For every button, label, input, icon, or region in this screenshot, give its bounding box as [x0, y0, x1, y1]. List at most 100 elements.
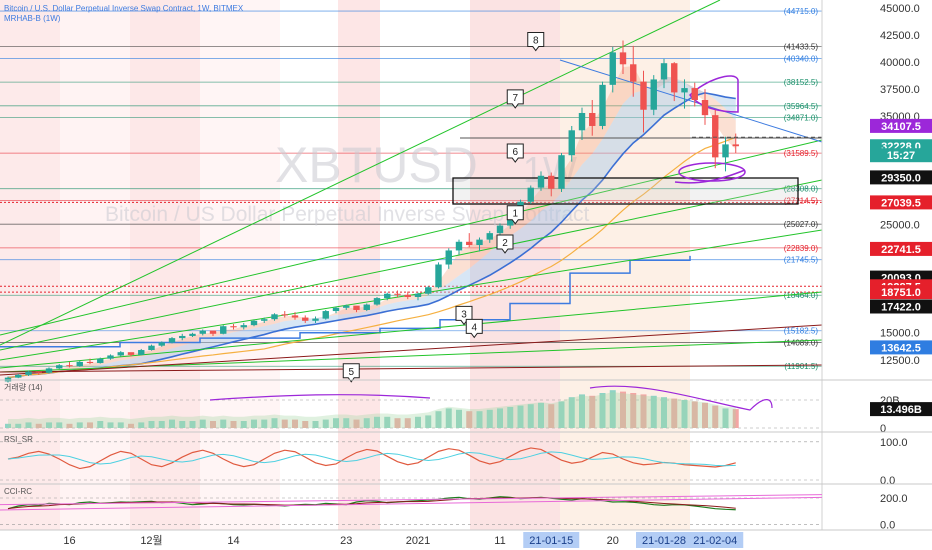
candle-body[interactable]	[220, 326, 227, 334]
volume-bar[interactable]	[107, 422, 114, 428]
volume-bar[interactable]	[25, 422, 32, 428]
candle-body[interactable]	[35, 371, 42, 373]
volume-bar[interactable]	[292, 419, 298, 428]
candle-body[interactable]	[732, 144, 739, 147]
volume-bar[interactable]	[189, 421, 196, 428]
candle-body[interactable]	[384, 293, 391, 299]
count-marker[interactable]: 8	[527, 32, 545, 52]
candle-body[interactable]	[312, 318, 319, 321]
volume-bar[interactable]	[486, 409, 493, 428]
count-marker[interactable]: 6	[506, 143, 524, 163]
count-marker[interactable]: 2	[496, 234, 514, 254]
volume-bar[interactable]	[35, 423, 42, 428]
candle-body[interactable]	[609, 52, 616, 85]
candle-body[interactable]	[435, 264, 442, 288]
candle-body[interactable]	[578, 112, 586, 131]
candle-body[interactable]	[148, 345, 155, 351]
candle-body[interactable]	[291, 315, 299, 318]
candle-body[interactable]	[15, 374, 22, 378]
price-badge[interactable]: 13642.5	[870, 340, 932, 355]
volume-bar[interactable]	[558, 401, 565, 428]
candle-body[interactable]	[589, 112, 596, 126]
candle-body[interactable]	[568, 130, 575, 156]
candle-body[interactable]	[414, 293, 422, 297]
time-axis-highlight[interactable]: 21-01-15	[523, 532, 580, 548]
volume-bar[interactable]	[661, 397, 667, 428]
volume-bar[interactable]	[128, 423, 134, 428]
candle-body[interactable]	[322, 311, 329, 319]
rsi-line[interactable]	[7, 447, 736, 470]
volume-bar[interactable]	[333, 418, 339, 428]
candle-body[interactable]	[394, 293, 401, 295]
volume-bar[interactable]	[527, 404, 534, 428]
candle-body[interactable]	[25, 371, 32, 375]
price-badge[interactable]: 17422.0	[870, 299, 932, 314]
price-badge[interactable]: 15:27	[870, 148, 932, 163]
price-badge[interactable]: 27039.5	[870, 195, 932, 210]
candle-body[interactable]	[86, 361, 94, 364]
candle-body[interactable]	[179, 335, 186, 339]
candle-body[interactable]	[281, 314, 288, 316]
candle-body[interactable]	[230, 326, 237, 328]
volume-bar[interactable]	[517, 405, 524, 428]
volume-bar[interactable]	[15, 423, 22, 428]
candle-body[interactable]	[455, 241, 463, 251]
candle-body[interactable]	[240, 325, 247, 328]
volume-bar[interactable]	[712, 405, 719, 428]
volume-bar[interactable]	[179, 421, 186, 428]
candle-body[interactable]	[681, 88, 688, 93]
candle-body[interactable]	[599, 84, 606, 126]
volume-bar[interactable]	[363, 418, 370, 428]
volume-bar[interactable]	[620, 391, 626, 428]
candle-body[interactable]	[404, 294, 411, 297]
volume-bar[interactable]	[702, 402, 708, 428]
volume-bar[interactable]	[384, 416, 391, 428]
time-axis-highlight[interactable]: 21-01-28	[636, 532, 692, 548]
price-badge[interactable]: 18751.0	[870, 285, 932, 300]
candle-body[interactable]	[56, 365, 63, 369]
volume-bar[interactable]	[609, 390, 616, 428]
candle-body[interactable]	[373, 298, 381, 305]
volume-bar[interactable]	[138, 422, 145, 428]
support-zone-box[interactable]	[452, 177, 799, 205]
candle-body[interactable]	[476, 239, 483, 246]
candle-body[interactable]	[138, 350, 145, 355]
candle-body[interactable]	[343, 305, 350, 308]
volume-bar[interactable]	[640, 394, 647, 428]
candle-body[interactable]	[353, 305, 360, 310]
volume-bar[interactable]	[466, 411, 473, 428]
candle-body[interactable]	[302, 317, 309, 321]
volume-bar[interactable]	[435, 411, 442, 428]
volume-bar[interactable]	[599, 393, 606, 428]
volume-bar[interactable]	[394, 418, 401, 428]
volume-bar[interactable]	[97, 421, 104, 428]
count-marker[interactable]: 1	[506, 205, 524, 225]
candle-body[interactable]	[425, 287, 432, 294]
volume-bar[interactable]	[210, 421, 216, 428]
volume-bar[interactable]	[374, 416, 380, 428]
price-badge[interactable]: 22741.5	[870, 241, 932, 256]
volume-bar[interactable]	[281, 419, 288, 428]
candle-body[interactable]	[671, 63, 678, 93]
volume-bar[interactable]	[476, 411, 483, 428]
volume-bar[interactable]	[538, 402, 544, 428]
candle-body[interactable]	[97, 358, 104, 364]
volume-bar[interactable]	[548, 404, 555, 428]
volume-bar[interactable]	[681, 400, 688, 428]
volume-bar[interactable]	[251, 419, 257, 428]
candle-body[interactable]	[66, 365, 73, 367]
volume-bar[interactable]	[56, 422, 63, 428]
price-badge[interactable]: 29350.0	[870, 170, 932, 185]
candle-body[interactable]	[660, 63, 668, 80]
volume-bar[interactable]	[66, 423, 73, 428]
candle-body[interactable]	[199, 330, 206, 334]
candle-body[interactable]	[527, 187, 534, 202]
volume-bar[interactable]	[199, 419, 206, 428]
volume-bar[interactable]	[169, 419, 175, 428]
volume-bar[interactable]	[691, 401, 698, 428]
candle-body[interactable]	[363, 304, 370, 310]
candle-body[interactable]	[630, 64, 637, 82]
volume-bar[interactable]	[507, 407, 514, 428]
volume-bar[interactable]	[456, 409, 462, 428]
candle-body[interactable]	[250, 320, 258, 326]
